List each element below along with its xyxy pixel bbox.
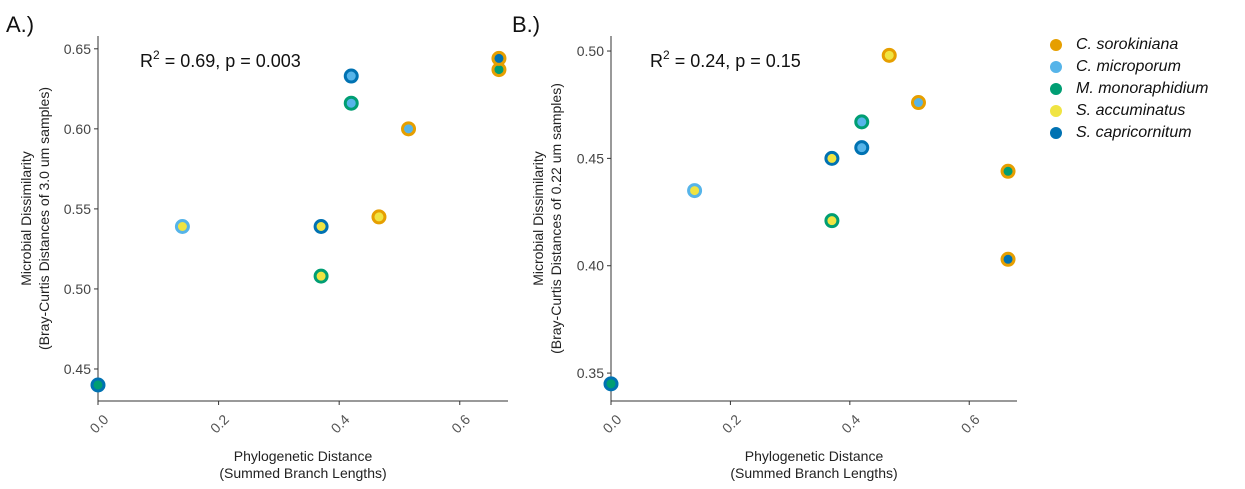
x-tick-label: 0.0 bbox=[86, 411, 111, 436]
data-point-marker bbox=[491, 50, 507, 66]
data-point bbox=[90, 377, 106, 393]
stats-annotation: R2 = 0.24, p = 0.15 bbox=[650, 48, 801, 71]
panel-label: B.) bbox=[512, 12, 540, 37]
data-point bbox=[313, 268, 329, 284]
data-point-marker bbox=[1000, 251, 1016, 267]
x-tick-label: 0.4 bbox=[838, 411, 863, 436]
data-point bbox=[343, 68, 359, 84]
data-point bbox=[881, 47, 897, 63]
legend-swatch bbox=[1050, 39, 1062, 51]
data-point-marker bbox=[174, 219, 190, 235]
legend-label: C. sorokiniana bbox=[1076, 36, 1179, 53]
x-tick-label: 0.6 bbox=[958, 411, 983, 436]
x-tick-label: 0.2 bbox=[719, 411, 744, 436]
data-point bbox=[824, 150, 840, 166]
x-axis-title: Phylogenetic Distance (Summed Branch Leng… bbox=[219, 448, 386, 481]
legend-item: M. monoraphidium bbox=[1050, 78, 1209, 100]
x-tick-label: 0.2 bbox=[207, 411, 232, 436]
stats-annotation: R2 = 0.69, p = 0.003 bbox=[140, 48, 301, 71]
legend-label: C. microporum bbox=[1076, 58, 1181, 75]
data-point bbox=[687, 183, 703, 199]
y-tick-label: 0.65 bbox=[64, 41, 91, 57]
data-point-marker bbox=[910, 95, 926, 111]
legend-swatch bbox=[1050, 61, 1062, 73]
y-axis-title: Microbial Dissimilarity (Bray-Curtis Dist… bbox=[18, 87, 52, 350]
data-point-marker bbox=[687, 183, 703, 199]
legend-swatch bbox=[1050, 105, 1062, 117]
data-point bbox=[824, 213, 840, 229]
data-point bbox=[491, 50, 507, 66]
data-point bbox=[371, 209, 387, 225]
legend-label: S. capricornitum bbox=[1076, 124, 1192, 141]
y-tick-label: 0.60 bbox=[64, 121, 91, 137]
y-tick-label: 0.55 bbox=[64, 201, 91, 217]
x-tick-label: 0.6 bbox=[448, 411, 473, 436]
legend-label: M. monoraphidium bbox=[1076, 80, 1209, 97]
data-point-marker bbox=[401, 121, 417, 137]
legend-item: C. sorokiniana bbox=[1050, 34, 1209, 56]
legend-label: S. accuminatus bbox=[1076, 102, 1186, 119]
y-tick-label: 0.45 bbox=[64, 361, 91, 377]
data-point bbox=[1000, 251, 1016, 267]
panel-a: A.) 0.45 0.50 0.55 0.60 0.65 0.0 0.2 0.4 0.6 Phylo… bbox=[6, 12, 508, 481]
legend-item: C. microporum bbox=[1050, 56, 1209, 78]
y-tick-label: 0.50 bbox=[64, 281, 91, 297]
data-point-marker bbox=[90, 377, 106, 393]
data-point-marker bbox=[854, 140, 870, 156]
data-point bbox=[401, 121, 417, 137]
data-point bbox=[174, 219, 190, 235]
data-point bbox=[1000, 163, 1016, 179]
legend-swatch bbox=[1050, 83, 1062, 95]
data-point-marker bbox=[371, 209, 387, 225]
panel-label: A.) bbox=[6, 12, 34, 37]
legend-swatch bbox=[1050, 127, 1062, 139]
data-point-marker bbox=[824, 213, 840, 229]
legend: C. sorokiniana C. microporum M. monoraphid… bbox=[1050, 34, 1209, 144]
legend-item: S. capricornitum bbox=[1050, 122, 1209, 144]
data-point-marker bbox=[854, 114, 870, 130]
data-point bbox=[313, 219, 329, 235]
panel-b: B.) 0.35 0.40 0.45 0.50 0.0 0.2 0.4 0.6 Phylogene… bbox=[512, 12, 1017, 481]
y-tick-label: 0.45 bbox=[577, 150, 604, 166]
data-point-marker bbox=[1000, 163, 1016, 179]
data-point-marker bbox=[343, 68, 359, 84]
data-point-marker bbox=[603, 376, 619, 392]
data-point bbox=[910, 95, 926, 111]
data-point-marker bbox=[343, 95, 359, 111]
data-point-marker bbox=[313, 268, 329, 284]
x-tick-label: 0.4 bbox=[328, 411, 353, 436]
data-point bbox=[603, 376, 619, 392]
y-tick-label: 0.50 bbox=[577, 43, 604, 59]
legend-item: S. accuminatus bbox=[1050, 100, 1209, 122]
y-tick-label: 0.40 bbox=[577, 258, 604, 274]
data-point-marker bbox=[824, 150, 840, 166]
data-point-marker bbox=[881, 47, 897, 63]
y-tick-label: 0.35 bbox=[577, 365, 604, 381]
data-point bbox=[854, 140, 870, 156]
data-point bbox=[854, 114, 870, 130]
data-point-marker bbox=[313, 219, 329, 235]
y-axis-title: Microbial Dissimilarity (Bray-Curtis Dist… bbox=[530, 83, 564, 354]
x-axis-title: Phylogenetic Distance (Summed Branch Leng… bbox=[730, 448, 897, 481]
data-point bbox=[343, 95, 359, 111]
x-tick-label: 0.0 bbox=[599, 411, 624, 436]
